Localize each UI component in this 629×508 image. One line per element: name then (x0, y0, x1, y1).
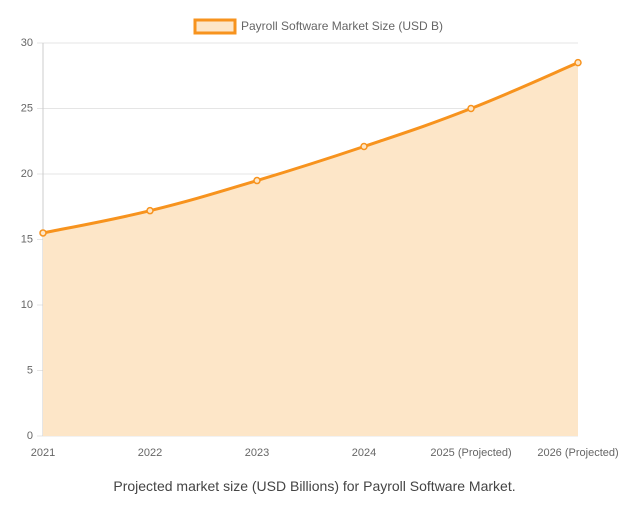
caption: Projected market size (USD Billions) for… (113, 478, 516, 494)
y-tick-label: 0 (27, 430, 33, 442)
point (39, 229, 47, 237)
y-tick-label: 5 (27, 364, 33, 376)
point (467, 104, 475, 113)
y-tick-label: 25 (21, 102, 33, 114)
y-tick-label: 20 (21, 168, 33, 180)
point (360, 142, 368, 151)
legend-swatch[interactable] (193, 18, 237, 35)
x-tick-label: 2024 (352, 447, 376, 459)
x-tick-label: 2023 (245, 447, 269, 459)
x-tick-label: 2025 (Projected) (430, 447, 511, 459)
y-tick-label: 10 (21, 299, 33, 311)
x-tick-label: 2026 (Projected) (537, 447, 618, 459)
x-tick-label: 2022 (138, 447, 162, 459)
y-tick-label: 30 (21, 37, 33, 49)
x-tick-label: 2021 (31, 447, 55, 459)
line (42, 61, 579, 235)
point (146, 206, 154, 215)
point (253, 176, 261, 185)
legend-label[interactable]: Payroll Software Market Size (USD B) (241, 19, 443, 33)
area (43, 62, 578, 437)
y-tick-label: 15 (21, 233, 33, 245)
point (574, 58, 582, 67)
chart: 0 5 10 15 20 25 30 2021 2022 2023 2024 2025 (Projec… (21, 18, 619, 459)
